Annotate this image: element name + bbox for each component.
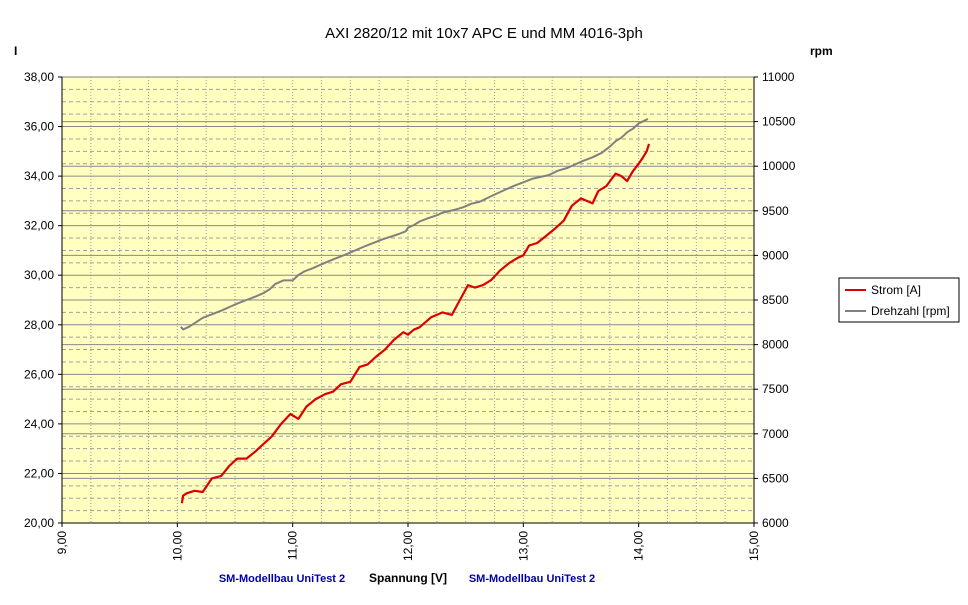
y-left-tick-label: 26,00	[24, 367, 54, 381]
x-axis-label: Spannung [V]	[369, 571, 447, 585]
y-right-tick-label: 7000	[762, 427, 789, 441]
x-tick-label: 15,00	[747, 531, 761, 561]
credit-left: SM-Modellbau UniTest 2	[219, 573, 345, 585]
y-left-tick-label: 32,00	[24, 219, 54, 233]
y-left-tick-label: 34,00	[24, 169, 54, 183]
y-left-tick-label: 30,00	[24, 268, 54, 282]
y-left-tick-label: 22,00	[24, 466, 54, 480]
y-right-tick-label: 8500	[762, 293, 789, 307]
y-right-tick-label: 7500	[762, 382, 789, 396]
y-left-tick-label: 28,00	[24, 318, 54, 332]
y-left-tick-label: 38,00	[24, 70, 54, 84]
legend-label-strom: Strom [A]	[871, 283, 921, 297]
x-tick-label: 10,00	[170, 531, 184, 561]
y-right-tick-label: 10500	[762, 115, 796, 129]
y-left-tick-label: 36,00	[24, 120, 54, 134]
y-right-tick-label: 9500	[762, 204, 789, 218]
x-tick-label: 12,00	[401, 531, 415, 561]
chart-title: AXI 2820/12 mit 10x7 APC E und MM 4016-3…	[325, 25, 643, 42]
y-left-axis-label: I	[14, 44, 17, 58]
y-right-tick-label: 9000	[762, 248, 789, 262]
series-lines	[180, 118, 651, 504]
credit-right: SM-Modellbau UniTest 2	[469, 573, 595, 585]
x-tick-label: 13,00	[516, 531, 530, 561]
y-left-tick-label: 20,00	[24, 516, 54, 530]
y-left-tick-label: 24,00	[24, 417, 54, 431]
legend: Strom [A] Drehzahl [rpm]	[838, 277, 960, 323]
y-right-tick-label: 8000	[762, 338, 789, 352]
y-right-tick-label: 6000	[762, 516, 789, 530]
series-line-drehzahl	[180, 118, 649, 331]
x-tick-label: 14,00	[632, 531, 646, 561]
y-right-axis-label: rpm	[810, 44, 833, 58]
series-line-strom	[180, 143, 651, 504]
y-right-tick-label: 10000	[762, 159, 796, 173]
x-tick-label: 9,00	[55, 531, 69, 555]
legend-label-drehzahl: Drehzahl [rpm]	[871, 304, 950, 318]
grid-lines	[62, 77, 754, 523]
x-tick-label: 11,00	[286, 531, 300, 560]
legend-box	[838, 277, 960, 323]
y-right-tick-label: 6500	[762, 471, 789, 485]
axes: 20,00 22,00 24,00 26,00 28,00 30,00 32,00 34,00…	[24, 70, 796, 561]
y-right-tick-label: 11000	[762, 70, 795, 84]
